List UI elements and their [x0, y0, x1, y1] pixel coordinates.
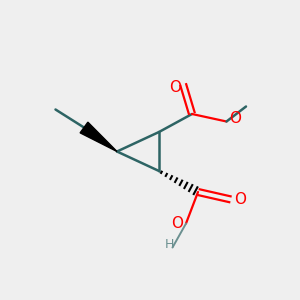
Text: O: O [171, 216, 183, 231]
Text: H: H [165, 238, 174, 251]
Text: O: O [230, 111, 242, 126]
Text: O: O [234, 192, 246, 207]
Polygon shape [80, 122, 117, 152]
Text: O: O [169, 80, 181, 94]
